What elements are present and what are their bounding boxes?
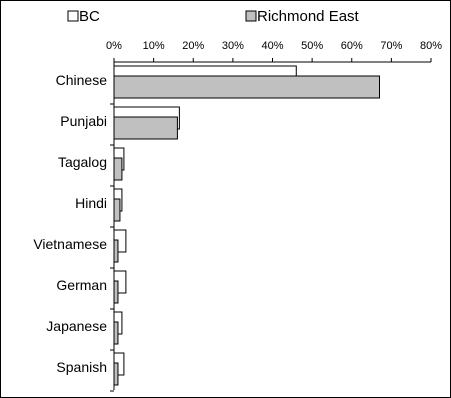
legend-swatch-bc <box>67 10 79 22</box>
x-tick-label: 30% <box>222 40 244 52</box>
x-tick-label: 0% <box>106 40 122 52</box>
legend-label-bc: BC <box>79 8 100 25</box>
x-tick-label: 60% <box>341 40 363 52</box>
legend-label-richmond-east: Richmond East <box>257 8 360 25</box>
legend-swatch-richmond-east <box>245 10 257 22</box>
category-labels: Chinese Punjabi Tagalog Hindi Vietnamese Germ… <box>33 72 114 392</box>
bar-richmond-east <box>113 198 121 222</box>
category-label: Punjabi <box>60 113 107 129</box>
category-label: Tagalog <box>58 154 107 170</box>
bar-richmond-east <box>113 116 178 140</box>
x-tick-label: 40% <box>261 40 283 52</box>
legend: BC Richmond East <box>67 8 360 25</box>
category-label: Chinese <box>56 72 108 88</box>
x-axis: 0% 10% 20% 30% 40% 50% 60% 70% 80% <box>106 40 442 390</box>
bars <box>113 65 380 386</box>
bar-richmond-east <box>113 75 380 99</box>
bar-richmond-east <box>113 321 119 345</box>
bar-richmond-east <box>113 280 119 304</box>
bar-richmond-east <box>113 362 119 386</box>
category-label: German <box>56 277 107 293</box>
bar-richmond-east <box>113 157 123 181</box>
category-label: Hindi <box>75 195 107 211</box>
x-tick-label: 80% <box>420 40 442 52</box>
x-tick-label: 50% <box>301 40 323 52</box>
x-tick-label: 70% <box>380 40 402 52</box>
x-tick-label: 20% <box>182 40 204 52</box>
category-label: Japanese <box>46 318 107 334</box>
category-label: Spanish <box>56 359 107 375</box>
category-label: Vietnamese <box>33 236 107 252</box>
x-tick-label: 10% <box>143 40 165 52</box>
bar-richmond-east <box>113 239 119 263</box>
